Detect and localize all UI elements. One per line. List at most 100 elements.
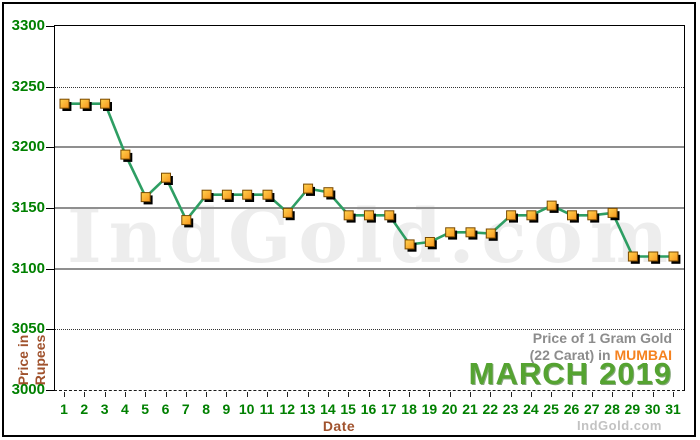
- x-tick-label: 27: [584, 401, 600, 417]
- x-tick-mark: [84, 392, 86, 397]
- gridline: [55, 86, 684, 88]
- y-tick-mark: [46, 208, 54, 209]
- data-point-marker: [282, 207, 293, 218]
- data-point-marker: [343, 210, 354, 221]
- x-tick-mark: [490, 392, 492, 397]
- x-tick-label: 6: [161, 401, 170, 417]
- x-tick-label: 26: [563, 401, 580, 417]
- data-point-marker: [445, 227, 456, 238]
- x-tick-mark: [409, 392, 411, 397]
- data-point-marker: [323, 187, 334, 198]
- x-tick-mark: [591, 392, 593, 397]
- x-tick-mark: [388, 392, 390, 397]
- x-tick-mark: [571, 392, 573, 397]
- caption-month: MARCH: [468, 356, 590, 391]
- x-tick-label: 19: [421, 401, 438, 417]
- x-tick-label: 20: [441, 401, 458, 417]
- x-tick-label: 18: [401, 401, 417, 417]
- data-point-marker: [303, 183, 314, 194]
- x-tick-mark: [327, 392, 329, 397]
- x-tick-label: 17: [381, 401, 397, 417]
- gridline: [55, 146, 684, 149]
- caption-month-year: MARCH 2019: [469, 358, 672, 389]
- x-tick-mark: [267, 392, 268, 397]
- data-point-marker: [648, 251, 659, 262]
- x-tick-label: 16: [360, 401, 377, 417]
- y-tick-label: 3050: [11, 320, 45, 338]
- data-point-marker: [587, 210, 598, 221]
- x-tick-mark: [510, 392, 512, 397]
- site-credit: IndGold.com: [577, 418, 662, 433]
- data-point-marker: [221, 189, 232, 200]
- x-tick-mark: [307, 392, 309, 397]
- caption-year: 2019: [599, 356, 672, 391]
- y-tick-mark: [46, 390, 54, 391]
- y-tick-label: 3100: [11, 259, 45, 277]
- data-point-marker: [201, 189, 212, 200]
- data-point-marker: [607, 207, 618, 218]
- data-point-marker: [384, 210, 395, 221]
- data-point-marker: [140, 192, 151, 203]
- y-tick-mark: [46, 86, 54, 88]
- x-tick-mark: [145, 392, 147, 397]
- data-point-marker: [181, 215, 192, 226]
- x-tick-label: 8: [202, 401, 210, 417]
- data-point-marker: [465, 227, 476, 238]
- x-tick-mark: [652, 392, 654, 397]
- data-point-marker: [567, 210, 577, 221]
- x-tick-mark: [348, 392, 350, 397]
- gridline: [55, 329, 684, 331]
- x-tick-label: 4: [120, 401, 129, 417]
- x-tick-mark: [124, 392, 126, 397]
- data-point-marker: [526, 210, 537, 221]
- data-point-marker: [485, 228, 496, 239]
- caption-line2-prefix: (22 Carat) in: [529, 347, 615, 363]
- x-tick-label: 23: [502, 401, 519, 417]
- data-point-marker: [59, 98, 70, 109]
- price-line: [64, 102, 674, 258]
- x-tick-mark: [287, 392, 289, 397]
- data-point-marker: [546, 200, 557, 211]
- x-tick-label: 14: [320, 401, 336, 417]
- x-tick-label: 28: [604, 401, 620, 417]
- x-tick-label: 10: [238, 401, 255, 417]
- data-point-marker: [262, 189, 273, 200]
- x-tick-label: 21: [462, 401, 478, 417]
- x-tick-label: 9: [222, 401, 231, 417]
- x-tick-mark: [104, 392, 106, 397]
- x-tick-mark: [632, 392, 634, 397]
- data-point-marker: [424, 237, 435, 247]
- x-tick-label: 22: [482, 401, 499, 417]
- x-tick-label: 1: [60, 401, 68, 417]
- data-point-marker: [100, 98, 111, 109]
- caption-line1: Price of 1 Gram Gold: [532, 330, 672, 346]
- x-tick-mark: [551, 392, 553, 397]
- y-tick-label: 3200: [11, 138, 45, 156]
- y-tick-label: 3150: [11, 199, 45, 216]
- data-point-marker: [242, 189, 253, 200]
- caption-line2: (22 Carat) in MUMBAI: [469, 347, 672, 364]
- x-tick-mark: [226, 392, 228, 397]
- x-tick-label: 30: [644, 401, 661, 417]
- chart-caption: Price of 1 Gram Gold (22 Carat) in MUMBA…: [469, 330, 672, 389]
- x-tick-mark: [185, 392, 187, 397]
- plot-area: IndGold.com: [54, 25, 685, 391]
- x-tick-mark: [449, 392, 451, 397]
- x-tick-mark: [429, 392, 431, 397]
- data-point-marker: [161, 172, 171, 183]
- x-tick-mark: [530, 392, 532, 397]
- x-tick-mark: [246, 392, 248, 397]
- x-tick-label: 25: [543, 401, 559, 417]
- x-tick-label: 3: [100, 401, 109, 417]
- x-tick-label: 12: [279, 401, 296, 417]
- x-tick-label: 29: [624, 401, 641, 417]
- x-tick-mark: [470, 392, 471, 397]
- y-tick-label: 3000: [11, 381, 45, 398]
- caption-city: MUMBAI: [614, 347, 672, 363]
- data-point-marker: [627, 251, 638, 262]
- x-tick-label: 2: [80, 401, 89, 417]
- gridline: [55, 207, 684, 209]
- data-point-marker: [364, 210, 374, 221]
- y-tick-mark: [46, 147, 54, 149]
